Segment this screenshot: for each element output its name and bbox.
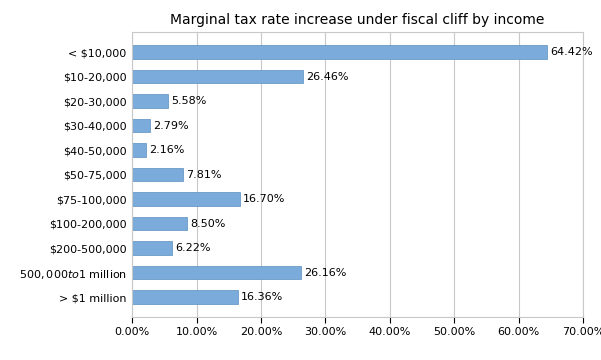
Text: 16.36%: 16.36% xyxy=(241,292,283,302)
Bar xyxy=(132,192,240,206)
Bar xyxy=(132,94,168,108)
Bar xyxy=(132,168,183,181)
Bar xyxy=(132,291,237,304)
Text: 8.50%: 8.50% xyxy=(190,219,225,229)
Bar xyxy=(132,119,150,132)
Text: 2.16%: 2.16% xyxy=(149,145,185,155)
Text: 64.42%: 64.42% xyxy=(551,47,593,57)
Bar xyxy=(132,266,300,279)
Text: 26.16%: 26.16% xyxy=(304,267,346,278)
Text: 16.70%: 16.70% xyxy=(243,194,285,204)
Bar xyxy=(132,45,547,59)
Bar xyxy=(132,143,146,157)
Text: 7.81%: 7.81% xyxy=(186,170,221,180)
Text: 2.79%: 2.79% xyxy=(153,121,189,131)
Bar xyxy=(132,70,303,83)
Text: 5.58%: 5.58% xyxy=(171,96,207,106)
Bar xyxy=(132,217,187,230)
Title: Marginal tax rate increase under fiscal cliff by income: Marginal tax rate increase under fiscal … xyxy=(171,13,545,27)
Text: 6.22%: 6.22% xyxy=(175,243,211,253)
Bar xyxy=(132,242,172,255)
Text: 26.46%: 26.46% xyxy=(306,72,349,82)
